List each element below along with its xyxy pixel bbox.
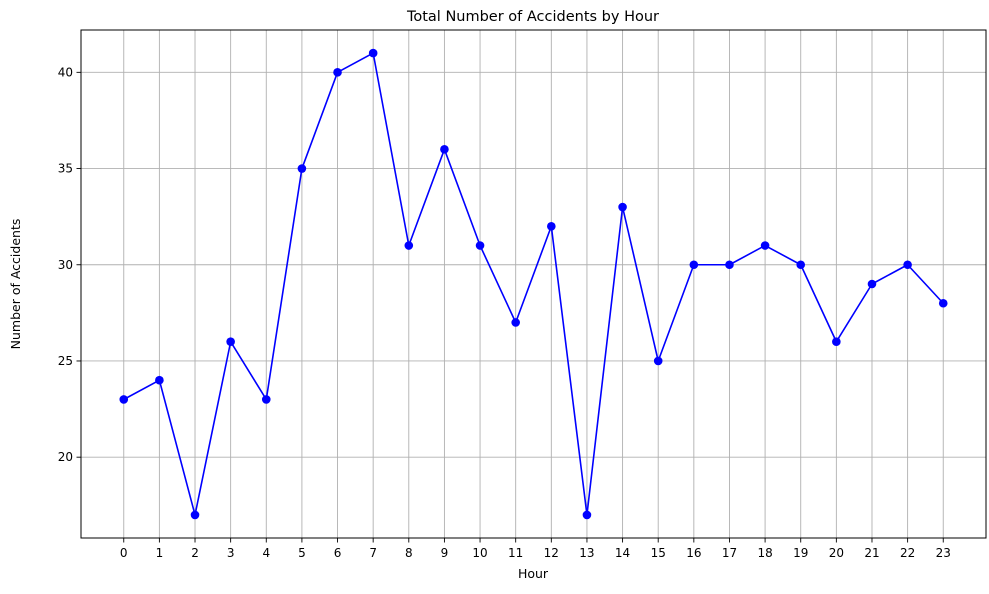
x-tick-label: 9 — [441, 546, 449, 560]
data-point — [119, 395, 129, 404]
data-point — [653, 356, 663, 366]
x-tick-label: 0 — [120, 546, 128, 560]
data-point — [618, 202, 627, 212]
x-tick-label: 22 — [900, 546, 915, 560]
x-tick-label: 15 — [651, 546, 666, 560]
x-tick-label: 10 — [472, 546, 487, 560]
x-tick-label: 13 — [579, 546, 594, 560]
x-tick-label: 5 — [298, 546, 306, 560]
data-point — [190, 510, 200, 520]
data-point — [867, 279, 877, 289]
data-point — [155, 375, 164, 385]
y-tick-label: 40 — [58, 65, 73, 79]
data-point — [938, 298, 948, 308]
axis-ticks: 0 1 2 3 4 5 6 7 8 9 10 11 12 13 14 15 16 17 18 19 20 21 22 2320… — [58, 65, 951, 560]
y-tick-label: 25 — [58, 354, 73, 368]
data-point — [475, 241, 485, 250]
data-point — [261, 395, 271, 404]
x-tick-label: 17 — [722, 546, 737, 560]
x-tick-label: 7 — [369, 546, 377, 560]
x-axis-label: Hour — [518, 566, 549, 581]
x-tick-label: 11 — [508, 546, 523, 560]
x-tick-label: 12 — [544, 546, 559, 560]
grid — [81, 30, 986, 538]
data-point — [511, 318, 520, 327]
data-point — [760, 241, 770, 250]
x-tick-label: 3 — [227, 546, 235, 560]
data-point — [368, 48, 378, 58]
y-tick-label: 20 — [58, 450, 73, 464]
data-point — [547, 221, 556, 231]
data-point — [796, 260, 806, 270]
data-point — [333, 68, 342, 77]
data-series — [119, 48, 948, 520]
data-point — [404, 241, 414, 250]
x-tick-label: 8 — [405, 546, 413, 560]
x-tick-label: 19 — [793, 546, 808, 560]
data-point — [689, 260, 699, 270]
y-axis-label: Number of Accidents — [8, 219, 23, 350]
y-tick-label: 35 — [58, 162, 73, 176]
x-tick-label: 4 — [262, 546, 270, 560]
x-tick-label: 18 — [757, 546, 772, 560]
x-tick-label: 16 — [686, 546, 701, 560]
data-point — [440, 145, 449, 154]
x-tick-label: 2 — [191, 546, 199, 560]
x-tick-label: 6 — [334, 546, 342, 560]
data-point — [725, 260, 734, 270]
x-tick-label: 14 — [615, 546, 630, 560]
data-point — [903, 260, 912, 270]
data-point — [832, 337, 841, 347]
x-tick-label: 23 — [936, 546, 951, 560]
plot-frame — [80, 29, 987, 539]
data-point — [582, 510, 592, 520]
y-tick-label: 30 — [58, 258, 73, 272]
chart-title: Total Number of Accidents by Hour — [406, 9, 659, 25]
data-point — [226, 337, 235, 347]
x-tick-label: 20 — [829, 546, 844, 560]
data-point — [297, 164, 307, 173]
series-line — [123, 52, 944, 516]
x-tick-label: 1 — [156, 546, 164, 560]
x-tick-label: 21 — [864, 546, 879, 560]
